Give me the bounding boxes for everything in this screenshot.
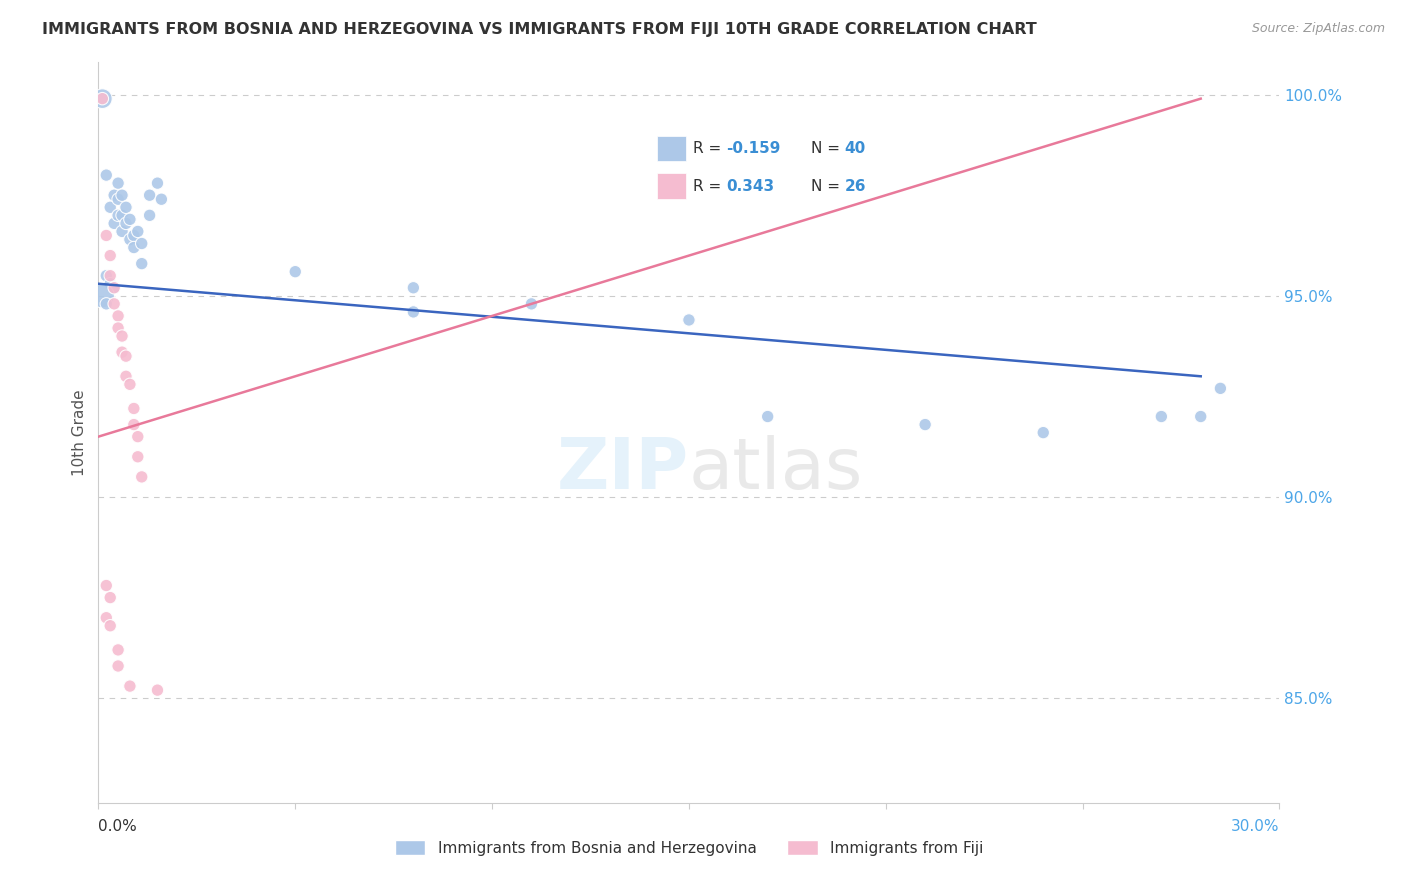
- Text: Source: ZipAtlas.com: Source: ZipAtlas.com: [1251, 22, 1385, 36]
- Point: [1209, 381, 1232, 395]
- Point: [118, 679, 141, 693]
- FancyBboxPatch shape: [658, 136, 686, 161]
- Point: [122, 241, 145, 255]
- Point: [115, 369, 138, 384]
- Point: [107, 309, 129, 323]
- Point: [98, 268, 121, 283]
- Point: [131, 257, 153, 271]
- Point: [111, 208, 134, 222]
- FancyBboxPatch shape: [658, 173, 686, 199]
- Point: [118, 232, 141, 246]
- Point: [103, 216, 125, 230]
- Point: [107, 176, 129, 190]
- Point: [98, 249, 121, 263]
- Point: [146, 176, 169, 190]
- Point: [402, 281, 425, 295]
- Point: [103, 281, 125, 295]
- Point: [131, 236, 153, 251]
- Text: -0.159: -0.159: [727, 141, 780, 156]
- Point: [96, 168, 118, 182]
- Point: [127, 450, 149, 464]
- Point: [1032, 425, 1054, 440]
- Y-axis label: 10th Grade: 10th Grade: [72, 389, 87, 476]
- Text: atlas: atlas: [689, 435, 863, 504]
- Point: [756, 409, 779, 424]
- Point: [284, 265, 307, 279]
- Point: [107, 321, 129, 335]
- Point: [111, 345, 134, 359]
- Point: [107, 643, 129, 657]
- Point: [91, 92, 114, 106]
- Text: 0.343: 0.343: [727, 178, 775, 194]
- Text: R =: R =: [693, 178, 727, 194]
- Point: [115, 200, 138, 214]
- Point: [122, 228, 145, 243]
- Text: ZIP: ZIP: [557, 435, 689, 504]
- Text: N =: N =: [811, 141, 845, 156]
- Point: [111, 329, 134, 343]
- Point: [1150, 409, 1173, 424]
- Text: IMMIGRANTS FROM BOSNIA AND HERZEGOVINA VS IMMIGRANTS FROM FIJI 10TH GRADE CORREL: IMMIGRANTS FROM BOSNIA AND HERZEGOVINA V…: [42, 22, 1038, 37]
- Point: [914, 417, 936, 432]
- Point: [520, 297, 543, 311]
- Point: [118, 377, 141, 392]
- Point: [103, 297, 125, 311]
- Point: [402, 305, 425, 319]
- Point: [1189, 409, 1212, 424]
- Legend: Immigrants from Bosnia and Herzegovina, Immigrants from Fiji: Immigrants from Bosnia and Herzegovina, …: [388, 834, 990, 862]
- Text: 26: 26: [845, 178, 866, 194]
- Point: [96, 611, 118, 625]
- Point: [150, 192, 173, 206]
- Point: [107, 659, 129, 673]
- Point: [146, 683, 169, 698]
- Point: [131, 470, 153, 484]
- Point: [96, 578, 118, 592]
- Point: [107, 192, 129, 206]
- Point: [115, 216, 138, 230]
- Point: [98, 200, 121, 214]
- Point: [122, 417, 145, 432]
- Point: [91, 92, 114, 106]
- Point: [122, 401, 145, 416]
- Text: N =: N =: [811, 178, 845, 194]
- Point: [118, 212, 141, 227]
- Point: [98, 619, 121, 633]
- Point: [111, 224, 134, 238]
- Point: [138, 188, 160, 202]
- Point: [103, 281, 125, 295]
- Point: [111, 188, 134, 202]
- Point: [98, 591, 121, 605]
- Text: 0.0%: 0.0%: [98, 819, 138, 834]
- Point: [98, 277, 121, 291]
- Point: [107, 208, 129, 222]
- Point: [96, 297, 118, 311]
- Text: 40: 40: [845, 141, 866, 156]
- Point: [127, 430, 149, 444]
- Point: [96, 268, 118, 283]
- Text: R =: R =: [693, 141, 727, 156]
- Point: [127, 224, 149, 238]
- Point: [138, 208, 160, 222]
- Point: [678, 313, 700, 327]
- Point: [103, 188, 125, 202]
- Point: [91, 289, 114, 303]
- Point: [96, 228, 118, 243]
- Text: 30.0%: 30.0%: [1232, 819, 1279, 834]
- Point: [115, 349, 138, 363]
